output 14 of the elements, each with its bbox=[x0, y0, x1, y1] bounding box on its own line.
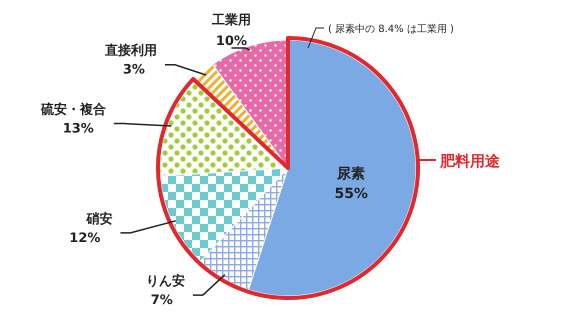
slice-label: 工業用 bbox=[210, 13, 251, 28]
slice-label: 硝安 bbox=[85, 210, 112, 227]
data-label: 55% bbox=[334, 186, 368, 202]
text: 肥料用途 bbox=[439, 152, 501, 170]
data-label: 3% bbox=[122, 62, 145, 78]
slice-label: 直接利用 bbox=[104, 42, 157, 59]
text: ( 尿素中の 8.4% は工業用 ) bbox=[328, 23, 454, 35]
data-label: 7% bbox=[150, 293, 173, 308]
data-label: 12% bbox=[69, 230, 100, 246]
slice-label: 尿素 bbox=[336, 166, 366, 182]
data-label: 13% bbox=[62, 122, 94, 137]
data-label: 10% bbox=[216, 34, 248, 49]
slice-label: 硫安・複合 bbox=[40, 102, 106, 118]
slice-label: りん安 bbox=[146, 273, 185, 290]
